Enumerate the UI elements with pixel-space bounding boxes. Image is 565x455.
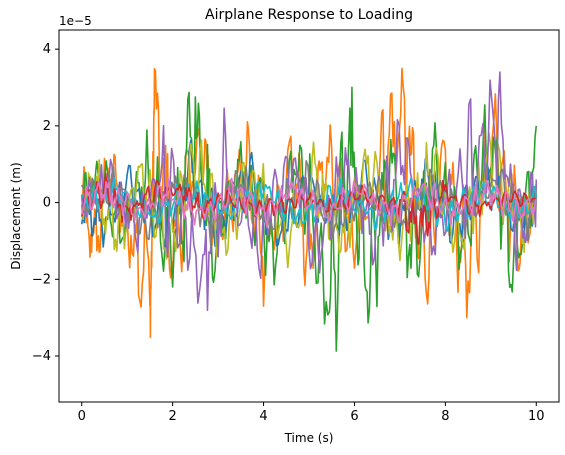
y-axis: −4 −2 0 2 4 <box>32 42 59 364</box>
plot-frame <box>58 29 560 403</box>
series-layer <box>80 67 538 352</box>
x-tick-label: 6 <box>350 409 358 424</box>
x-axis-label: Time (s) <box>284 431 334 445</box>
x-tick-label: 8 <box>441 409 449 424</box>
series-line <box>80 71 538 312</box>
y-tick-label: 2 <box>43 119 51 134</box>
x-tick-label: 2 <box>168 409 176 424</box>
y-tick-label: −4 <box>32 349 51 364</box>
series-line <box>80 132 538 269</box>
y-tick-label: 4 <box>43 42 51 57</box>
series-line <box>80 67 538 339</box>
x-tick-label: 4 <box>259 409 267 424</box>
x-axis: 0 2 4 6 8 10 <box>78 402 545 424</box>
y-tick-label: −2 <box>32 272 51 287</box>
y-tick-label: 0 <box>43 196 51 211</box>
x-tick-label: 0 <box>78 409 86 424</box>
series-line <box>80 177 538 229</box>
y-offset-label: 1e−5 <box>59 14 92 28</box>
x-tick-label: 10 <box>528 409 545 424</box>
y-axis-label: Displacement (m) <box>9 162 23 269</box>
chart-title: Airplane Response to Loading <box>205 7 413 23</box>
